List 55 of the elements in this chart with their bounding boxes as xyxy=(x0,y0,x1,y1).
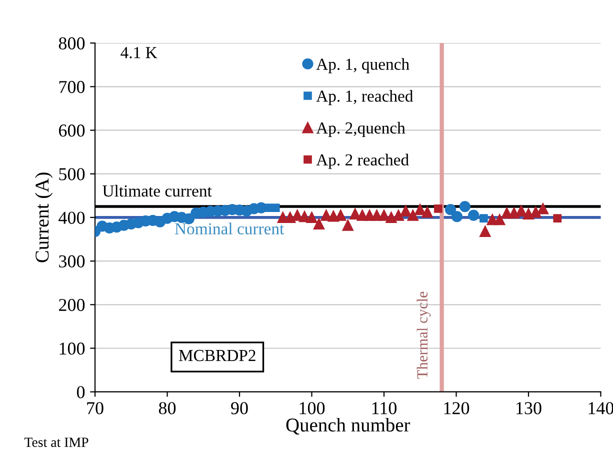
point xyxy=(386,212,397,223)
y-tick-label: 0 xyxy=(76,386,85,398)
annotation: 4.1 K xyxy=(120,47,158,58)
x-tick-label: 100 xyxy=(300,402,325,414)
y-tick-label: 300 xyxy=(59,255,85,268)
ref-line-label: Thermal cycle xyxy=(416,292,431,379)
point xyxy=(292,210,303,221)
point xyxy=(508,208,520,219)
y-tick-label: 700 xyxy=(59,80,85,94)
point xyxy=(313,218,325,230)
x-tick-label: 80 xyxy=(158,402,176,414)
point xyxy=(444,204,456,216)
y-tick-label: 100 xyxy=(60,342,85,355)
x-tick-label: 70 xyxy=(87,402,104,414)
point xyxy=(480,226,491,237)
x-axis-title: Quench number xyxy=(286,418,410,435)
y-tick-label: 400 xyxy=(58,212,85,224)
ref-line-label: Nominal current xyxy=(174,222,284,234)
point xyxy=(422,206,433,218)
y-axis-title: Current (A) xyxy=(35,172,53,262)
point xyxy=(451,211,463,222)
point xyxy=(335,210,346,221)
text: Test at IMP xyxy=(24,438,88,447)
point xyxy=(306,212,318,223)
point xyxy=(459,200,470,212)
x-tick-label: 110 xyxy=(372,402,397,414)
point xyxy=(400,205,412,216)
ref-line-label: Ultimate current xyxy=(102,184,212,197)
legend-label: Ap. 2 reached xyxy=(316,154,409,169)
point xyxy=(378,210,390,221)
point xyxy=(392,210,404,221)
point xyxy=(516,205,527,216)
point xyxy=(414,204,426,216)
legend-label: Ap. 1, reached xyxy=(316,90,414,106)
point xyxy=(530,206,542,218)
y-tick-label: 800 xyxy=(58,37,85,50)
point xyxy=(342,220,354,231)
point xyxy=(553,214,562,222)
point xyxy=(271,204,280,212)
y-tick-label: 200 xyxy=(59,298,85,312)
point xyxy=(480,214,488,222)
point xyxy=(494,214,506,226)
legend-label: Ap. 1, quench xyxy=(316,58,410,74)
x-tick-label: 120 xyxy=(444,402,470,414)
point xyxy=(264,204,273,212)
point xyxy=(537,203,548,214)
x-tick-label: 90 xyxy=(231,402,248,414)
legend-label: Ap. 2,quench xyxy=(316,122,406,138)
point xyxy=(407,210,418,221)
y-tick-label: 500 xyxy=(59,168,85,180)
y-tick-label: 600 xyxy=(58,124,85,137)
point xyxy=(434,204,442,213)
annotation: MCBRDP2 xyxy=(178,350,256,362)
point xyxy=(468,210,480,221)
x-tick-label: 130 xyxy=(516,402,542,414)
